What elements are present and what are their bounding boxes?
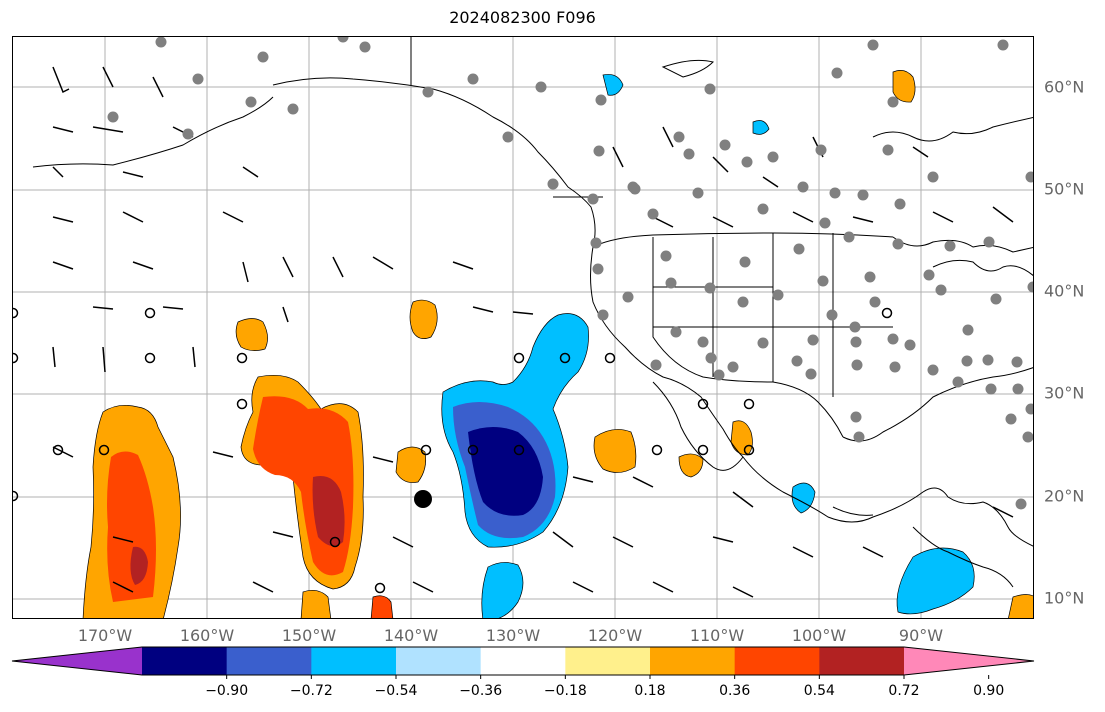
station-marker-large (414, 490, 432, 508)
lon-label: 100°W (791, 626, 847, 645)
colorbar-tick-label: −0.36 (459, 683, 503, 699)
map-title: 2024082300 F096 (449, 8, 596, 27)
colorbar-segment (142, 647, 228, 675)
lat-label: 40°N (1044, 281, 1085, 301)
station-dots (107, 37, 1033, 510)
calm-wind-markers (13, 307, 893, 594)
colorbar-extend-low (12, 647, 142, 675)
colorbar-tick-label: 0.90 (973, 683, 1005, 699)
colorbar-tick-label: −0.90 (205, 683, 249, 699)
lat-label: 60°N (1044, 77, 1085, 97)
colorbar-tick-label: −0.18 (543, 683, 587, 699)
colorbar-tick-label: 0.54 (803, 683, 835, 699)
wind-barbs (52, 66, 1014, 598)
colorbar-segment (819, 647, 905, 675)
lon-label: 120°W (587, 626, 643, 645)
map-canvas (13, 37, 1033, 618)
colorbar-ticks (226, 675, 990, 679)
coastlines (32, 37, 1033, 588)
colorbar-extend-high (904, 647, 1034, 675)
colorbar-segment (734, 647, 820, 675)
lon-label: 140°W (383, 626, 439, 645)
lon-label: 130°W (485, 626, 541, 645)
colorbar-tick-label: 0.36 (719, 683, 751, 699)
colorbar-segment (311, 647, 397, 675)
anomaly-negative (441, 74, 975, 618)
colorbar-segments (11, 646, 1035, 676)
colorbar-segment (480, 647, 566, 675)
colorbar-segment (650, 647, 736, 675)
lat-label: 10°N (1044, 588, 1085, 608)
colorbar-segment (226, 647, 312, 675)
colorbar-segment (396, 647, 482, 675)
lon-label: 110°W (689, 626, 745, 645)
colorbar-segment (565, 647, 651, 675)
anomaly-positive-central (235, 70, 1033, 618)
lat-label: 50°N (1044, 179, 1085, 199)
colorbar (11, 646, 1035, 679)
lat-label: 30°N (1044, 383, 1085, 403)
lon-label: 90°W (898, 626, 944, 645)
lon-label: 160°W (179, 626, 235, 645)
colorbar-tick-label: 0.72 (888, 683, 920, 699)
anomaly-positive-west (82, 405, 181, 618)
lat-label: 20°N (1044, 486, 1085, 506)
lon-label: 170°W (77, 626, 133, 645)
map-panel[interactable] (12, 36, 1034, 619)
colorbar-tick-label: −0.72 (289, 683, 333, 699)
colorbar-tick-label: 0.18 (634, 683, 666, 699)
lon-label: 150°W (281, 626, 337, 645)
colorbar-tick-label: −0.54 (374, 683, 418, 699)
